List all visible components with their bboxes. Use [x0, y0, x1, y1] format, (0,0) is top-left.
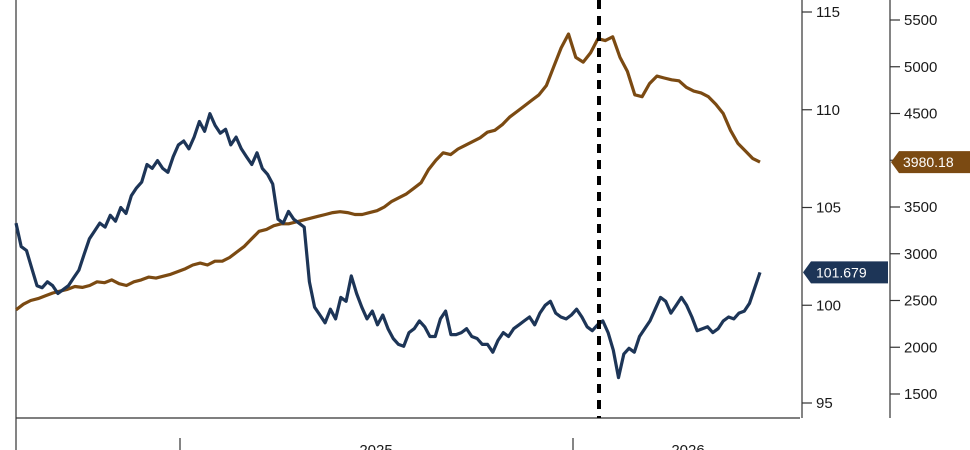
right-outer-tick-label: 2000 [904, 339, 937, 356]
last-value-tag-navy [803, 261, 888, 284]
right-inner-tick-label: 95 [816, 395, 833, 412]
right-outer-tick-label: 3000 [904, 246, 937, 263]
right-inner-axis-ticks: 95 100 105 110 115 [802, 4, 841, 412]
x-tick-label-2026: 2026 [671, 442, 704, 450]
last-value-text-gold: 3980.18 [903, 154, 954, 170]
right-outer-tick-label: 2500 [904, 293, 937, 310]
right-outer-tick-label: 5000 [904, 59, 937, 76]
right-outer-axis-ticks: 150020002500300035004000450050005500 [890, 12, 937, 403]
series-line-navy [14, 112, 762, 380]
right-inner-tick-label: 105 [816, 200, 841, 217]
right-outer-tick-label: 1500 [904, 386, 937, 403]
last-value-text-navy: 101.679 [816, 264, 867, 280]
right-inner-tick-label: 115 [816, 4, 840, 21]
right-inner-tick-label: 100 [816, 297, 841, 314]
right-outer-tick-label: 3500 [904, 199, 937, 216]
x-tick-label-2025: 2025 [359, 442, 392, 450]
last-value-label-gold: 3980.18 [891, 151, 970, 174]
right-inner-tick-label: 110 [816, 102, 840, 119]
last-value-tag-gold [891, 151, 970, 174]
series-line-gold [15, 32, 761, 312]
right-outer-tick-label: 5500 [904, 12, 937, 29]
last-value-label-navy: 101.679 [803, 261, 888, 284]
right-outer-tick-label: 4500 [904, 106, 937, 123]
